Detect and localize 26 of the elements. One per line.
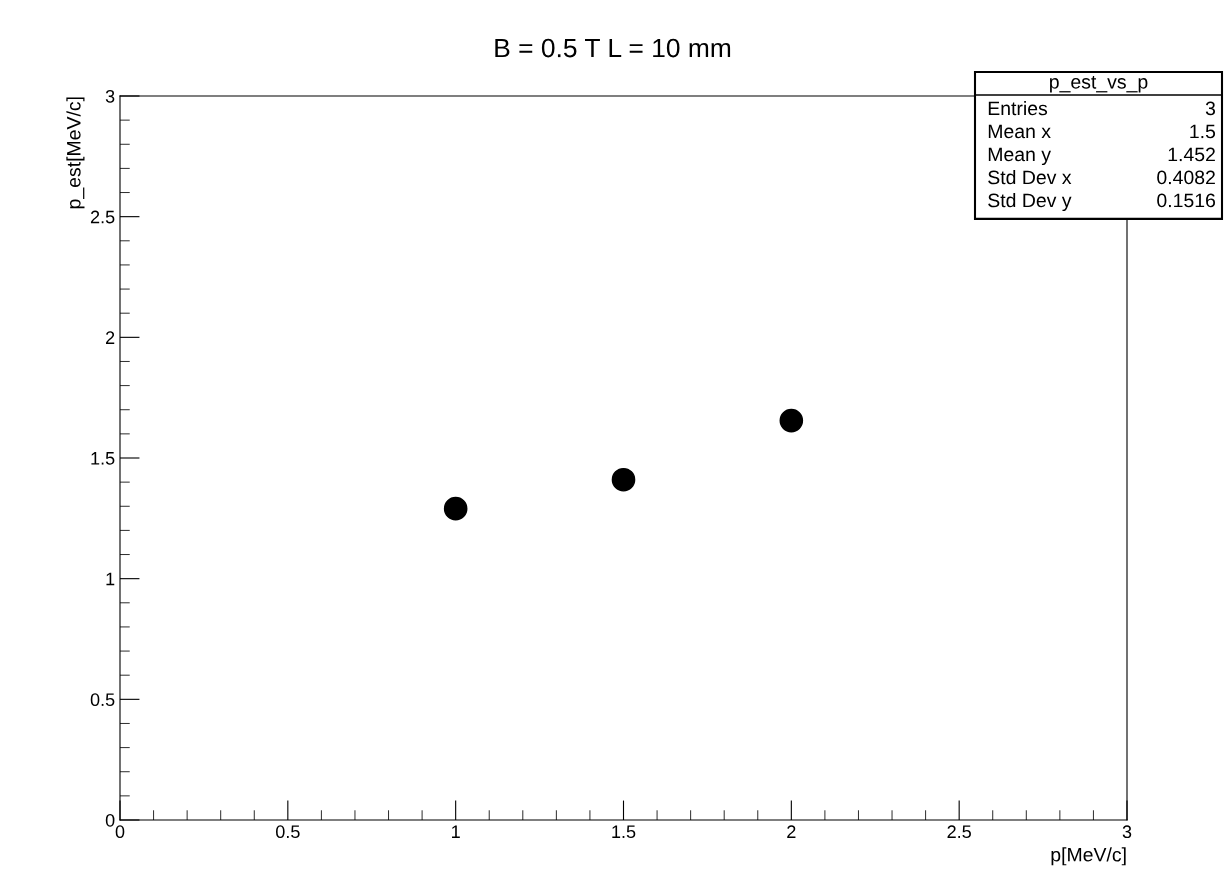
x-tick-label: 1: [452, 825, 460, 838]
x-tick-label: 2.5: [947, 825, 971, 839]
text: Std Dev x 0.4082: [988, 170, 1215, 185]
text: Entries 3: [988, 101, 1216, 116]
x-tick-label: 0.5: [275, 825, 300, 839]
x-axis-title: p[MeV/c]: [1051, 847, 1126, 866]
point: [611, 467, 636, 492]
point: [443, 496, 468, 521]
x-tick-label: 3: [1122, 825, 1132, 839]
y-tick-label: 0: [105, 813, 115, 827]
point: [779, 408, 804, 433]
text: Std Dev y 0.1516: [988, 193, 1216, 212]
y-axis-title: p_est[MeV/c]: [66, 97, 85, 209]
y-tick-label: 3: [105, 89, 115, 103]
x-tick-label: 0: [115, 825, 125, 839]
chart-title: B = 0.5 T L = 10 mm: [495, 38, 731, 58]
y-tick-label: 1: [106, 572, 115, 586]
x-tick-label: 1.5: [612, 825, 636, 839]
text: Mean x 1.5: [988, 124, 1216, 139]
text: p_est_vs_p: [1050, 75, 1148, 93]
y-tick-label: 0.5: [90, 693, 115, 707]
text: Mean y 1.452: [988, 147, 1215, 166]
y-tick-label: 1.5: [91, 452, 115, 465]
x-tick-label: 2: [787, 825, 796, 838]
y-tick-label: 2.5: [90, 210, 115, 224]
y-tick-label: 2: [106, 331, 115, 344]
